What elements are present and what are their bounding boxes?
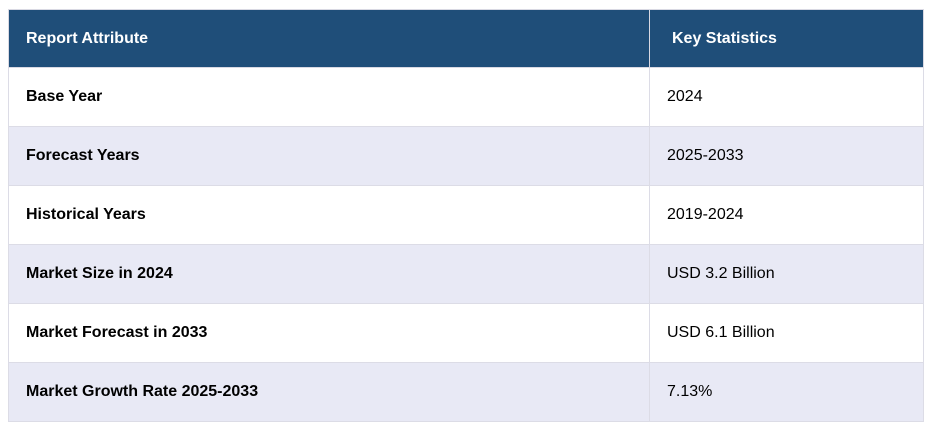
report-statistics-table: Report Attribute Key Statistics Base Yea… — [8, 9, 924, 422]
row-value: 7.13% — [649, 362, 924, 422]
row-value: 2019-2024 — [649, 185, 924, 245]
table-row: Historical Years 2019-2024 — [8, 185, 924, 245]
row-value: USD 3.2 Billion — [649, 244, 924, 304]
row-attribute: Market Size in 2024 — [8, 244, 650, 304]
table-row: Market Forecast in 2033 USD 6.1 Billion — [8, 303, 924, 363]
row-attribute: Historical Years — [8, 185, 650, 245]
row-attribute: Base Year — [8, 67, 650, 127]
table-row: Base Year 2024 — [8, 67, 924, 127]
row-attribute: Forecast Years — [8, 126, 650, 186]
table-row: Forecast Years 2025-2033 — [8, 126, 924, 186]
header-key-statistics: Key Statistics — [649, 9, 924, 68]
report-table-container: Report Attribute Key Statistics Base Yea… — [8, 9, 924, 422]
table-header-row: Report Attribute Key Statistics — [8, 9, 924, 68]
row-value: 2024 — [649, 67, 924, 127]
row-attribute: Market Growth Rate 2025-2033 — [8, 362, 650, 422]
row-attribute: Market Forecast in 2033 — [8, 303, 650, 363]
row-value: 2025-2033 — [649, 126, 924, 186]
table-row: Market Size in 2024 USD 3.2 Billion — [8, 244, 924, 304]
table-row: Market Growth Rate 2025-2033 7.13% — [8, 362, 924, 422]
row-value: USD 6.1 Billion — [649, 303, 924, 363]
header-report-attribute: Report Attribute — [8, 9, 650, 68]
